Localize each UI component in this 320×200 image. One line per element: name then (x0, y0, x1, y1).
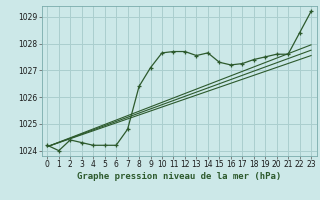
X-axis label: Graphe pression niveau de la mer (hPa): Graphe pression niveau de la mer (hPa) (77, 172, 281, 181)
